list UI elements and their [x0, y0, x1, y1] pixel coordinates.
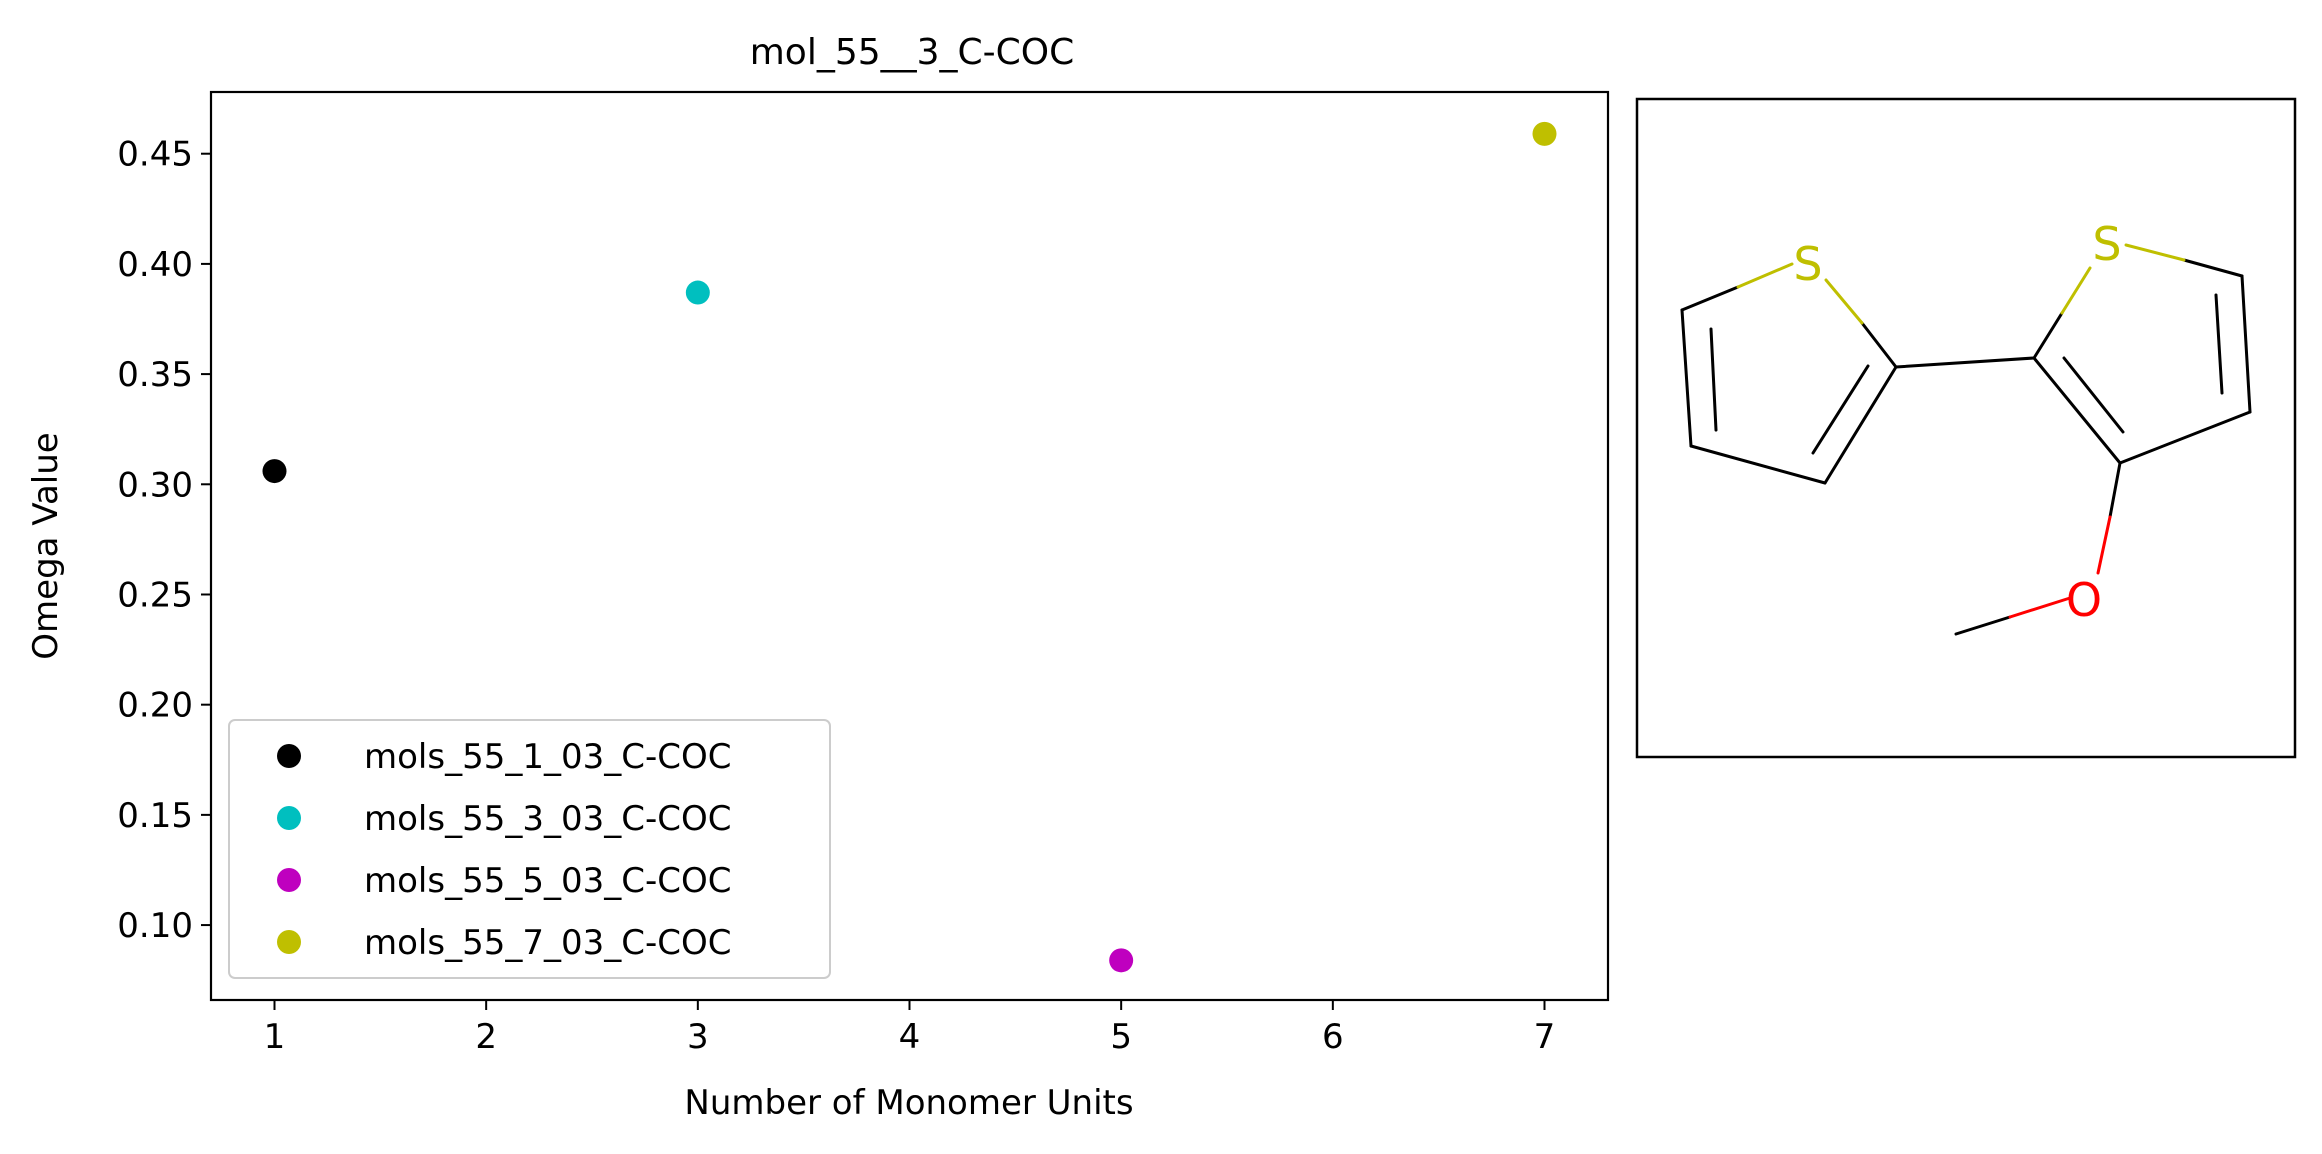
bond	[1680, 285, 1740, 312]
x-tick-label: 5	[1110, 1017, 1132, 1057]
x-tick-label: 1	[264, 1017, 286, 1057]
bond	[1824, 278, 1864, 325]
structure-bonds	[1680, 258, 2252, 636]
bond	[1860, 321, 1898, 369]
legend-marker	[277, 930, 301, 954]
bond	[1811, 364, 1870, 455]
atom-label-sulfur-left: S	[1793, 237, 1822, 291]
legend-label: mols_55_1_03_C-COC	[364, 737, 732, 777]
y-tick-label: 0.10	[117, 906, 193, 946]
legend-label: mols_55_3_03_C-COC	[364, 799, 732, 839]
data-point-1	[262, 459, 287, 484]
bond	[2032, 311, 2064, 360]
y-tick-label: 0.20	[117, 686, 193, 726]
bond	[1709, 327, 1718, 432]
y-axis-ticks: 0.10 0.15 0.20 0.25 0.30 0.35 0.40 0.45	[117, 135, 211, 946]
legend-marker	[277, 806, 301, 830]
legend-entries: mols_55_1_03_C-COC mols_55_3_03_C-COCmols…	[277, 737, 732, 963]
bond	[2240, 274, 2252, 414]
legend-label: mols_55_7_03_C-COC	[364, 923, 732, 963]
bond	[2214, 293, 2224, 395]
bond	[2124, 243, 2186, 262]
bond	[2062, 356, 2125, 434]
molecule-structure-panel: S S O	[1635, 97, 2297, 759]
x-axis-label: Number of Monomer Units	[684, 1083, 1133, 1123]
legend-box	[228, 719, 831, 979]
bond	[1954, 615, 2012, 636]
y-tick-label: 0.15	[117, 796, 193, 836]
x-tick-label: 2	[475, 1017, 497, 1057]
scatter-chart: mol_55__3_C-COC 1 2 3 4 5 6 7 0.10 0.15 0.20 0.25…	[26, 32, 1610, 1123]
y-tick-label: 0.25	[117, 575, 193, 615]
x-axis-ticks: 1 2 3 4 5 6 7	[264, 1000, 1556, 1057]
bond	[1736, 262, 1794, 289]
bond	[2096, 515, 2112, 575]
bond	[2060, 266, 2092, 315]
legend-marker	[277, 868, 301, 892]
structure-hetero-bonds	[1736, 243, 2186, 619]
data-point-3	[1109, 948, 1134, 973]
data-points	[262, 121, 1557, 973]
y-tick-label: 0.30	[117, 465, 193, 505]
chart-title: mol_55__3_C-COC	[750, 32, 1075, 73]
x-tick-label: 4	[899, 1017, 921, 1057]
bond	[2182, 258, 2244, 278]
atom-label-oxygen: O	[2066, 573, 2102, 627]
bond	[1689, 444, 1827, 485]
y-axis-label: Omega Value	[26, 432, 66, 659]
data-point-4	[1532, 121, 1557, 146]
legend: mols_55_1_03_C-COC mols_55_3_03_C-COCmols…	[228, 719, 831, 979]
legend-label: mols_55_5_03_C-COC	[364, 861, 732, 901]
x-tick-label: 3	[687, 1017, 709, 1057]
atom-label-sulfur-right: S	[2092, 217, 2121, 271]
x-tick-label: 6	[1322, 1017, 1344, 1057]
y-tick-label: 0.45	[117, 135, 193, 175]
bond	[2008, 596, 2072, 619]
legend-marker	[277, 744, 301, 768]
structure-frame	[1635, 97, 2297, 759]
bond	[2118, 410, 2252, 465]
bond	[2032, 356, 2122, 465]
bond	[1823, 365, 1898, 485]
x-tick-label: 7	[1534, 1017, 1556, 1057]
y-tick-label: 0.35	[117, 355, 193, 395]
bond	[2108, 461, 2122, 519]
bond	[1894, 356, 2036, 369]
bond	[1680, 308, 1693, 448]
y-tick-label: 0.40	[117, 245, 193, 285]
data-point-2	[685, 280, 710, 305]
